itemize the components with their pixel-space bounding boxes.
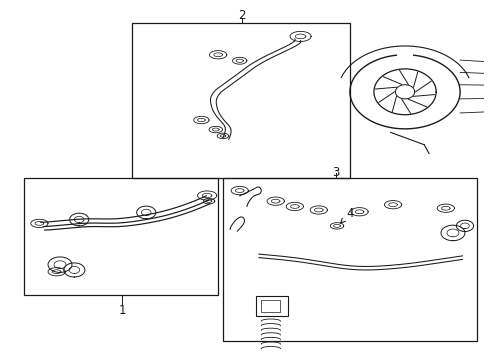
Text: 2: 2: [238, 9, 245, 22]
Bar: [132, 23, 349, 178]
Bar: [256, 296, 287, 316]
Text: 3: 3: [331, 166, 339, 179]
Bar: [223, 178, 476, 341]
Text: 1: 1: [118, 304, 126, 317]
Bar: [261, 300, 280, 312]
Bar: [24, 178, 218, 294]
Text: 4: 4: [340, 207, 353, 223]
